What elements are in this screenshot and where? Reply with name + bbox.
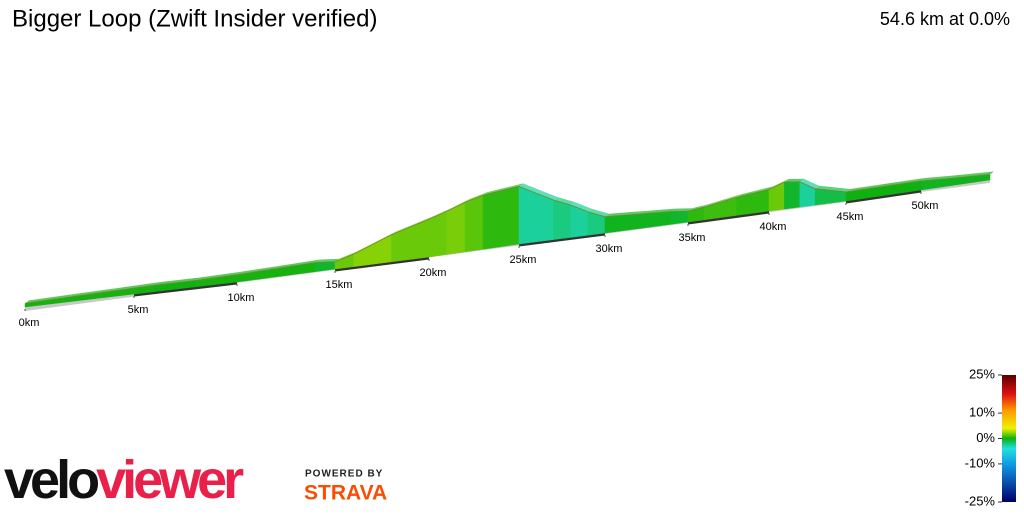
logo: veloviewer POWERED BY STRAVA xyxy=(4,450,387,510)
profile-top xyxy=(704,194,741,208)
profile-top xyxy=(25,294,73,304)
profile-segment xyxy=(334,253,355,270)
summary: 54.6 km at 0.0% xyxy=(880,9,1010,29)
title: Bigger Loop (Zwift Insider verified) xyxy=(12,5,377,32)
color-scale-label: 10% xyxy=(969,405,995,420)
profile-top xyxy=(951,171,994,179)
profile-top xyxy=(921,175,955,181)
km-band xyxy=(845,189,922,204)
profile-top xyxy=(638,208,676,215)
profile-top xyxy=(570,202,592,212)
profile-top xyxy=(536,190,558,200)
profile-top xyxy=(784,178,804,182)
logo-text: veloviewer xyxy=(4,450,244,510)
powered-by: POWERED BY xyxy=(305,469,383,480)
profile-top xyxy=(519,183,541,194)
profile-segment xyxy=(784,181,801,210)
color-scale-label: 0% xyxy=(976,430,995,445)
km-band xyxy=(687,210,770,225)
x-tick-label: 0km xyxy=(19,317,40,329)
profile-outline xyxy=(24,174,991,304)
x-tick-label: 35km xyxy=(679,232,706,244)
profile-top xyxy=(237,265,281,275)
profile-top xyxy=(846,184,880,192)
km-band xyxy=(518,232,606,247)
color-scale-label: -25% xyxy=(965,493,996,508)
x-tick-label: 15km xyxy=(326,279,353,291)
profile-segment xyxy=(464,194,484,253)
profile-segment xyxy=(830,190,847,204)
profile-segment xyxy=(535,192,554,243)
km-band xyxy=(133,281,238,297)
profile-top xyxy=(501,183,523,191)
x-tick-label: 45km xyxy=(837,211,864,223)
profile-top xyxy=(276,259,320,269)
profile-top xyxy=(671,208,692,212)
x-tick-label: 30km xyxy=(596,243,623,255)
profile-top xyxy=(605,211,643,217)
x-tick-label: 20km xyxy=(420,267,447,279)
profile-top xyxy=(752,186,773,194)
profile-top xyxy=(876,178,925,188)
profile-segment xyxy=(671,210,689,225)
profile-top xyxy=(553,197,575,205)
profile-top xyxy=(154,277,200,286)
profile-segment xyxy=(482,190,502,250)
profile-segment xyxy=(814,188,831,206)
profile-segment xyxy=(353,243,373,267)
color-scale-bar xyxy=(1002,375,1016,502)
x-tick-label: 5km xyxy=(128,304,149,316)
profile-top xyxy=(68,288,117,298)
profile-segment xyxy=(553,199,571,240)
profile-segment xyxy=(391,226,411,263)
profile-top xyxy=(112,282,159,292)
profile-segment xyxy=(768,181,785,212)
x-tick-label: 10km xyxy=(228,292,255,304)
x-tick-label: 50km xyxy=(912,200,939,212)
profile-top xyxy=(195,271,241,281)
km-band xyxy=(334,256,430,272)
profile-top xyxy=(688,204,709,212)
profile-segment xyxy=(518,186,537,245)
profile-top xyxy=(483,187,505,196)
profile-segment xyxy=(500,186,520,247)
profile-top xyxy=(587,208,609,217)
color-scale-label: 25% xyxy=(969,366,995,381)
strava: STRAVA xyxy=(304,482,387,505)
profile-top xyxy=(736,190,757,198)
color-scale-label: -10% xyxy=(965,455,996,470)
x-tick-label: 40km xyxy=(760,221,787,233)
profile-top xyxy=(799,178,820,189)
x-tick-label: 25km xyxy=(510,254,537,266)
